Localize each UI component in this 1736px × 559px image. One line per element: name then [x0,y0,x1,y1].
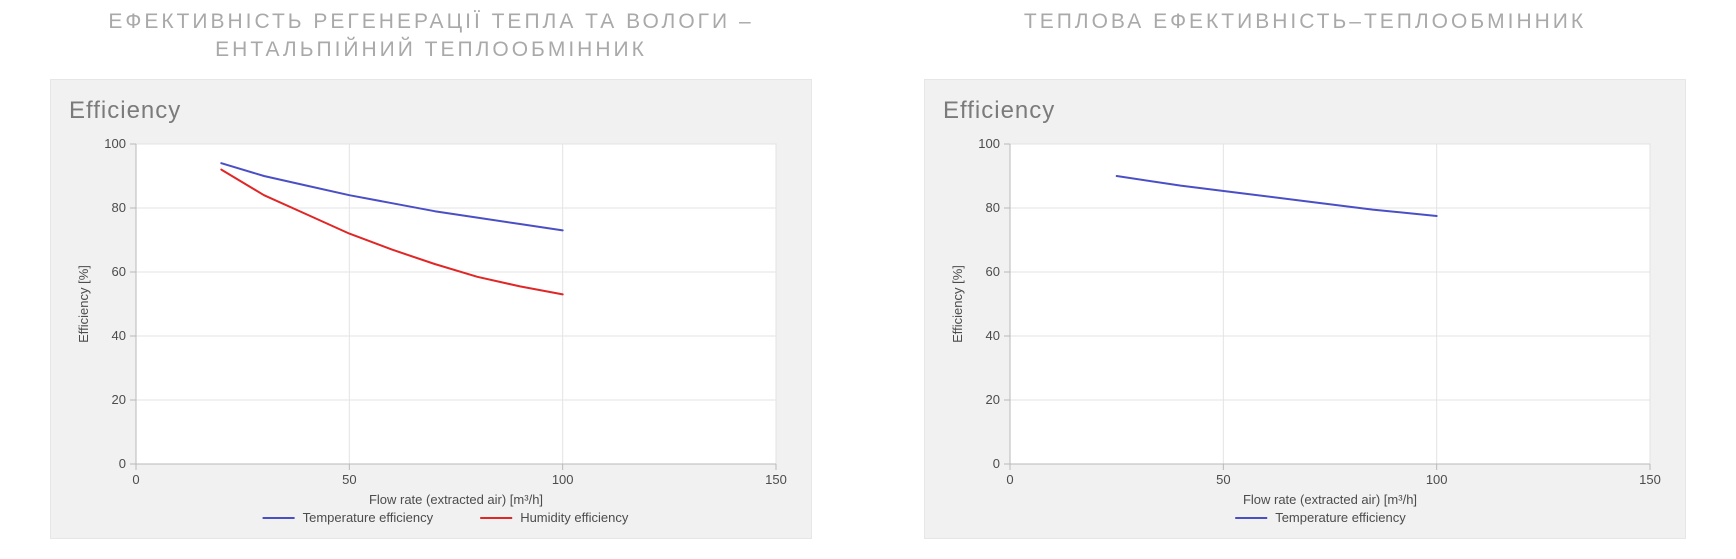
chart-svg-left: Efficiency 0 20 40 60 80 100 0 50 100 150 Flow rate… [51,80,813,540]
tick-label-x: 100 [1426,472,1448,487]
plot-area-right [1010,144,1650,464]
plot-area-left [136,144,776,464]
tick-label-y: 60 [112,264,126,279]
tick-label-x: 50 [342,472,356,487]
page: ЕФЕКТИВНІСТЬ РЕГЕНЕРАЦІЇ ТЕПЛА ТА ВОЛОГИ… [0,0,1736,559]
tick-label-x: 150 [1639,472,1661,487]
panel-title-right-line-1: ТЕПЛОВА ЕФЕКТИВНІСТЬ–ТЕПЛООБМІННИК [1024,10,1586,33]
tick-label-x: 150 [765,472,787,487]
chart-card-left: Efficiency 0 20 40 60 80 100 0 50 100 150 Flow rate… [50,79,812,539]
tick-label-y: 40 [986,328,1000,343]
tick-label-y: 20 [112,392,126,407]
panel-title-right: ТЕПЛОВА ЕФЕКТИВНІСТЬ–ТЕПЛООБМІННИК [1024,8,1586,65]
tick-label-y: 80 [112,200,126,215]
tick-label-y: 40 [112,328,126,343]
chart-svg-right: Efficiency 0 20 40 60 80 100 0 50 100 150 Flow rate… [925,80,1687,540]
tick-label-x: 50 [1216,472,1230,487]
y-axis-label-right: Efficiency [%] [950,265,965,343]
legend-label-left-0: Temperature efficiency [303,510,434,525]
tick-label-y: 20 [986,392,1000,407]
panel-title-left: ЕФЕКТИВНІСТЬ РЕГЕНЕРАЦІЇ ТЕПЛА ТА ВОЛОГИ… [108,8,753,65]
legend-label-left-1: Humidity efficiency [520,510,629,525]
panel-title-left-line-2: ЕНТАЛЬПІЙНИЙ ТЕПЛООБМІННИК [215,38,647,61]
panel-right: ТЕПЛОВА ЕФЕКТИВНІСТЬ–ТЕПЛООБМІННИК Effic… [924,0,1686,539]
tick-label-y: 60 [986,264,1000,279]
tick-label-y: 100 [104,136,126,151]
legend-label-right-0: Temperature efficiency [1275,510,1406,525]
tick-label-x: 0 [132,472,139,487]
chart-title-right: Efficiency [943,97,1055,124]
y-axis-label-left: Efficiency [%] [76,265,91,343]
tick-label-y: 0 [119,456,126,471]
tick-label-x: 100 [552,472,574,487]
chart-title-left: Efficiency [69,97,181,124]
tick-label-y: 0 [993,456,1000,471]
panel-left: ЕФЕКТИВНІСТЬ РЕГЕНЕРАЦІЇ ТЕПЛА ТА ВОЛОГИ… [50,0,812,539]
chart-card-right: Efficiency 0 20 40 60 80 100 0 50 100 150 Flow rate… [924,79,1686,539]
tick-label-x: 0 [1006,472,1013,487]
tick-label-y: 80 [986,200,1000,215]
x-axis-label-right: Flow rate (extracted air) [m³/h] [1243,492,1417,507]
x-axis-label-left: Flow rate (extracted air) [m³/h] [369,492,543,507]
panel-title-left-line-1: ЕФЕКТИВНІСТЬ РЕГЕНЕРАЦІЇ ТЕПЛА ТА ВОЛОГИ… [108,10,753,33]
tick-label-y: 100 [978,136,1000,151]
